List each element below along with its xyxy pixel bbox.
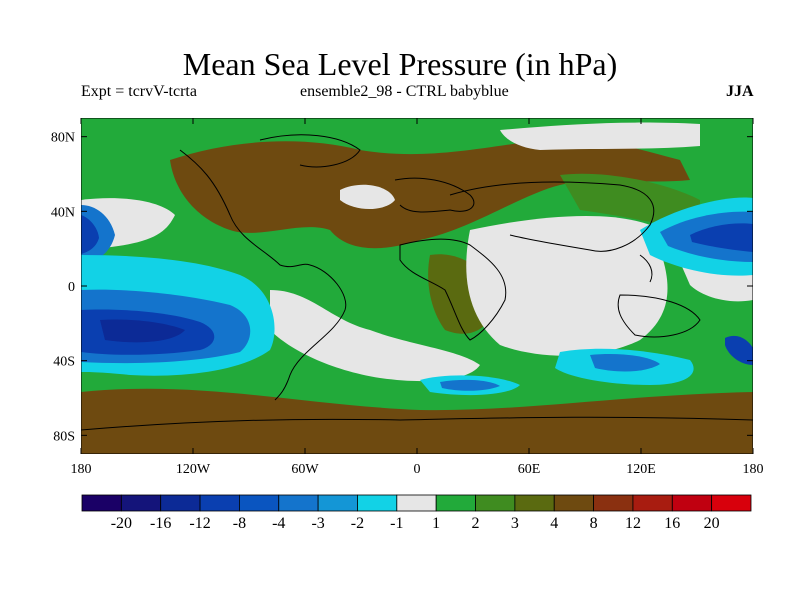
colorbar-label: 1 [432,515,440,532]
lat-tick-label: 80S [53,429,75,444]
colorbar-label: -4 [272,515,285,532]
map-field [81,118,753,454]
colorbar-swatch [711,494,752,512]
lat-tick-label: 40N [51,205,75,220]
colorbar-swatch [396,494,437,512]
lon-tick-label: 180 [71,462,92,477]
lon-tick-label: 60W [291,462,319,477]
colorbar-swatch [671,494,713,512]
south-pacific-low-deep [100,319,185,343]
lat-tick-label: 80N [51,131,75,146]
lon-tick-label: 120E [626,462,656,477]
indian-ocean-low-core [590,354,660,372]
grey-patch-3 [340,184,395,209]
lon-tick-label: 60E [518,462,541,477]
lat-tick-label: 0 [68,280,75,295]
colorbar-label: 16 [664,515,680,532]
colorbar-swatch [593,494,634,512]
colorbar-label: 3 [511,515,519,532]
coastlines [81,134,753,431]
colorbar-swatch [317,494,358,512]
colorbar-label: -8 [233,515,246,532]
south-ocean-brown-band [81,388,753,454]
north-atlantic-brown [170,139,690,249]
north-pacific-low-east-core [690,223,753,252]
colorbar-label: -1 [390,515,403,532]
map-title: Mean Sea Level Pressure (in hPa) [182,46,618,82]
season-label: JJA [726,83,754,100]
colorbar-swatch [475,494,516,512]
colorbar-label: 2 [472,515,480,532]
colorbar-label: -2 [351,515,364,532]
experiment-label: Expt = tcrvV-tcrta [81,83,197,100]
colorbar-label: 8 [590,515,598,532]
pacific-dark-green [560,173,700,230]
colorbar: -20 -16 -12 -8 -4 -3 -2 -1 1 2 3 4 8 12 16 20 [81,494,752,532]
colorbar-swatch [199,494,240,512]
ensemble-label: ensemble2_98 - CTRL babyblue [300,83,509,100]
colorbar-swatch [435,494,476,512]
colorbar-label: -12 [189,515,210,532]
colorbar-label: 20 [704,515,720,532]
colorbar-swatch [632,494,673,512]
west-pacific-low-core [81,215,99,254]
lon-tick-label: 120W [176,462,211,477]
south-atlantic-grey [270,290,480,382]
east-low-patch [725,335,753,365]
lon-tick-label: 180 [743,462,764,477]
arctic-grey [500,122,700,150]
colorbar-swatch [357,494,398,512]
longitude-axis: 180 120W 60W 0 60E 120E 180 [71,118,764,477]
indian-ocean-grey [466,215,668,356]
colorbar-swatch [514,494,555,512]
lat-tick-label: 40S [53,355,75,370]
colorbar-label: 4 [550,515,558,532]
colorbar-swatch [239,494,280,512]
colorbar-label: 12 [625,515,641,532]
colorbar-label: -3 [311,515,324,532]
colorbar-label: -16 [150,515,171,532]
colorbar-swatch [81,494,122,512]
latitude-axis: 80N 40N 0 40S 80S [51,131,753,444]
lon-tick-label: 0 [414,462,421,477]
south-atlantic-low-core [440,379,500,391]
colorbar-swatch [120,494,162,512]
colorbar-swatch [278,494,319,512]
colorbar-swatch [553,494,594,512]
colorbar-label: -20 [111,515,132,532]
colorbar-swatch [160,494,201,512]
